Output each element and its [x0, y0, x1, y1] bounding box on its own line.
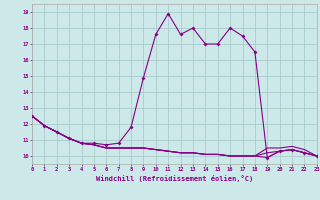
X-axis label: Windchill (Refroidissement éolien,°C): Windchill (Refroidissement éolien,°C): [96, 175, 253, 182]
